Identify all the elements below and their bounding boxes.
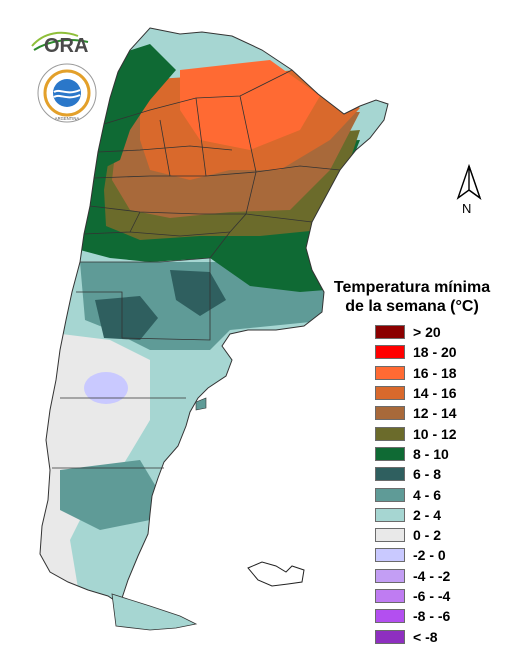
legend-label: 8 - 10 xyxy=(413,445,449,462)
legend-label: 2 - 4 xyxy=(413,506,442,523)
legend-label: > 20 xyxy=(413,324,441,341)
legend-label: -6 - -4 xyxy=(413,588,451,604)
legend-label: 4 - 6 xyxy=(413,486,442,503)
legend-swatch xyxy=(375,629,405,644)
north-label: N xyxy=(462,201,472,216)
legend-item: > 20 xyxy=(375,322,501,342)
legend-swatch xyxy=(375,365,405,380)
legend-swatch xyxy=(375,548,405,563)
legend-item: 14 - 16 xyxy=(375,383,501,403)
legend-swatch xyxy=(375,406,405,421)
legend-item: 0 - 2 xyxy=(375,525,501,545)
legend-swatch xyxy=(375,507,405,522)
legend-item: 6 - 8 xyxy=(375,464,501,484)
legend-swatch xyxy=(375,589,405,603)
legend-label: -8 - -6 xyxy=(413,608,451,625)
legend-swatch xyxy=(375,568,405,583)
legend-swatch xyxy=(375,446,405,461)
legend-item: 8 - 10 xyxy=(375,444,501,464)
legend-label: 10 - 12 xyxy=(413,425,457,442)
legend-item: -8 - -6 xyxy=(375,606,501,626)
svg-text:ORA: ORA xyxy=(44,35,88,57)
legend-item: 2 - 4 xyxy=(375,505,501,525)
legend: Temperatura mínima de la semana (°C) > 2… xyxy=(323,278,501,647)
legend-swatch xyxy=(375,528,405,543)
legend-swatch xyxy=(375,609,405,624)
legend-label: 6 - 8 xyxy=(413,466,442,483)
legend-label: 16 - 18 xyxy=(413,364,457,381)
legend-label: < -8 xyxy=(413,628,438,645)
north-arrow-icon xyxy=(456,164,482,200)
legend-items: > 20 18 - 20 16 - 18 14 - 16 12 - 14 10 … xyxy=(375,322,501,647)
legend-item: 16 - 18 xyxy=(375,363,501,383)
legend-label: 14 - 16 xyxy=(413,385,457,402)
legend-label: -4 - -2 xyxy=(413,567,451,584)
legend-swatch xyxy=(375,345,405,360)
svg-text:ARGENTINA: ARGENTINA xyxy=(55,116,80,121)
legend-label: -2 - 0 xyxy=(413,547,446,564)
legend-label: 18 - 20 xyxy=(413,344,457,361)
legend-title: Temperatura mínima de la semana (°C) xyxy=(333,279,491,315)
legend-label: 12 - 14 xyxy=(413,405,457,422)
legend-item: -2 - 0 xyxy=(375,545,501,565)
legend-label: 0 - 2 xyxy=(413,527,442,544)
legend-item: -4 - -2 xyxy=(375,566,501,586)
legend-swatch xyxy=(375,325,405,340)
legend-swatch xyxy=(375,426,405,441)
smn-logo: ARGENTINA xyxy=(37,63,97,123)
legend-item: < -8 xyxy=(375,626,501,646)
legend-item: 10 - 12 xyxy=(375,423,501,443)
legend-item: 4 - 6 xyxy=(375,484,501,504)
legend-item: 18 - 20 xyxy=(375,342,501,362)
legend-swatch xyxy=(375,467,405,482)
legend-item: 12 - 14 xyxy=(375,403,501,423)
legend-swatch xyxy=(375,386,405,401)
ora-logo: ORA xyxy=(31,31,88,57)
legend-item: -6 - -4 xyxy=(375,586,501,606)
legend-swatch xyxy=(375,487,405,502)
